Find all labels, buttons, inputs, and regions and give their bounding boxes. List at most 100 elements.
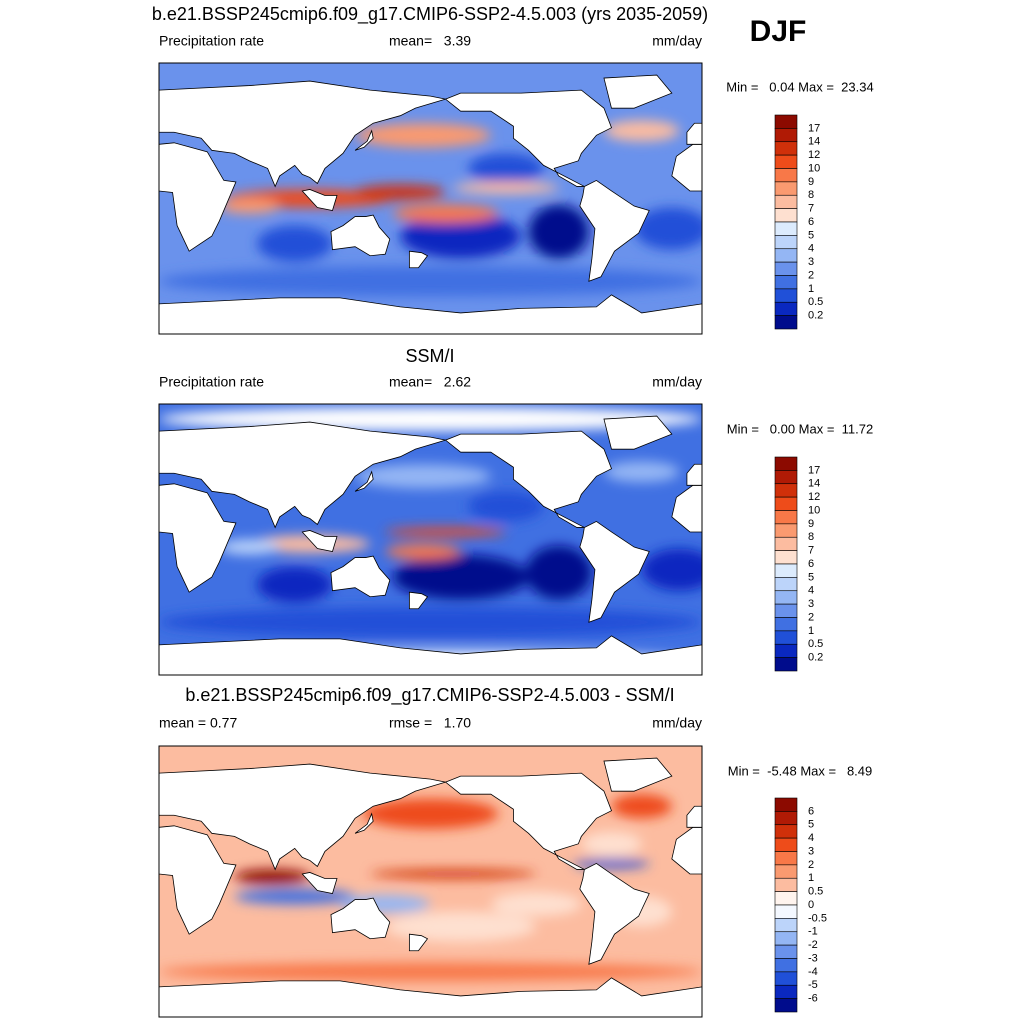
coastline <box>330 897 391 940</box>
colorbar-box <box>774 891 798 906</box>
field-blob <box>159 962 702 981</box>
colorbar-label: 4 <box>808 585 814 597</box>
colorbar-box <box>774 864 798 879</box>
colorbar-label: 9 <box>808 518 814 530</box>
colorbar-label: 9 <box>808 176 814 188</box>
colorbar-label: 0.2 <box>808 652 823 664</box>
colorbar-box <box>774 984 798 999</box>
field-blob <box>641 548 702 591</box>
colorbar-box <box>774 643 798 658</box>
colorbar-label: 1 <box>808 283 814 295</box>
coastline <box>159 294 702 334</box>
colorbar-box <box>774 797 798 812</box>
colorbar-box <box>774 496 798 511</box>
left-label: Precipitation rate <box>159 374 264 390</box>
coastline <box>444 772 613 870</box>
colorbar-box <box>774 918 798 933</box>
coastline <box>686 122 702 145</box>
colorbar-label: 10 <box>808 162 820 174</box>
map <box>159 63 702 334</box>
colorbar-box <box>774 563 798 578</box>
panel-title: SSM/I <box>405 346 454 366</box>
coastline <box>408 250 429 269</box>
colorbar-label: 17 <box>808 122 820 134</box>
center-label: rmse = 1.70 <box>389 715 471 731</box>
colorbar-box <box>774 456 798 471</box>
field-blob <box>453 181 559 194</box>
colorbar-box <box>774 550 798 565</box>
coastline <box>301 530 338 553</box>
field-blob <box>400 213 521 259</box>
field-blob <box>603 461 680 483</box>
colorbar-box <box>774 603 798 618</box>
coastline <box>579 862 650 965</box>
colorbar-box <box>774 483 798 498</box>
coastline <box>159 977 702 1017</box>
colorbar-label: -5 <box>808 979 818 991</box>
units-label: mm/day <box>652 33 702 49</box>
coastline <box>444 430 613 528</box>
field-blob <box>355 184 446 201</box>
coastline <box>408 933 429 952</box>
panel-title: b.e21.BSSP245cmip6.f09_g17.CMIP6-SSP2-4.… <box>152 4 708 25</box>
coastline <box>330 214 391 257</box>
center-label: mean= 2.62 <box>389 374 471 390</box>
colorbar-box <box>774 275 798 290</box>
field-blob <box>249 534 371 554</box>
colorbar-label: -4 <box>808 966 818 978</box>
colorbar-box <box>774 811 798 826</box>
field-blob <box>219 198 280 214</box>
colorbar-label: 5 <box>808 819 814 831</box>
coastline <box>354 812 374 834</box>
colorbar-box <box>774 288 798 303</box>
units-label: mm/day <box>652 715 702 731</box>
colorbar-label: 0.5 <box>808 296 823 308</box>
panel: b.e21.BSSP245cmip6.f09_g17.CMIP6-SSP2-4.… <box>152 4 874 335</box>
field-blob <box>234 889 356 905</box>
coastline <box>301 872 338 895</box>
colorbar-label: 0.5 <box>808 638 823 650</box>
colorbar-box <box>774 971 798 986</box>
map <box>159 746 702 1017</box>
coastline <box>354 470 374 492</box>
coastline <box>159 635 702 675</box>
min-max: Min = 0.04 Max = 23.34 <box>726 79 873 94</box>
coastline <box>579 179 650 282</box>
colorbar-label: 8 <box>808 531 814 543</box>
coastline <box>159 142 237 252</box>
colorbar-label: 6 <box>808 216 814 228</box>
colorbar-label: 6 <box>808 805 814 817</box>
colorbar-box <box>774 221 798 236</box>
colorbar-label: -2 <box>808 939 818 951</box>
colorbar-label: 14 <box>808 136 820 148</box>
colorbar-box <box>774 536 798 551</box>
colorbar-box <box>774 590 798 605</box>
colorbar-box <box>774 837 798 852</box>
colorbar-box <box>774 617 798 632</box>
colorbar-label: 12 <box>808 149 820 161</box>
field-blob <box>392 554 529 600</box>
colorbar-box <box>774 470 798 485</box>
colorbar-box <box>774 998 798 1013</box>
field-blob <box>528 204 589 259</box>
colorbar-box <box>774 851 798 866</box>
left-label: Precipitation rate <box>159 33 264 49</box>
colorbar-label: -1 <box>808 926 818 938</box>
field-blob <box>355 123 491 148</box>
field-blob <box>634 207 702 250</box>
colorbar-label: 1 <box>808 625 814 637</box>
units-label: mm/day <box>652 374 702 390</box>
colorbar-label: 2 <box>808 611 814 623</box>
colorbar-label: 12 <box>808 491 820 503</box>
colorbar-label: 10 <box>808 504 820 516</box>
colorbar-box <box>774 630 798 645</box>
left-label: mean = 0.77 <box>159 715 237 731</box>
colorbar-box <box>774 824 798 839</box>
field-blob <box>257 566 333 603</box>
coastline <box>671 826 702 875</box>
field-blob <box>159 266 702 297</box>
colorbar-label: -3 <box>808 952 818 964</box>
coastline <box>159 421 446 529</box>
field-blob <box>468 153 544 184</box>
